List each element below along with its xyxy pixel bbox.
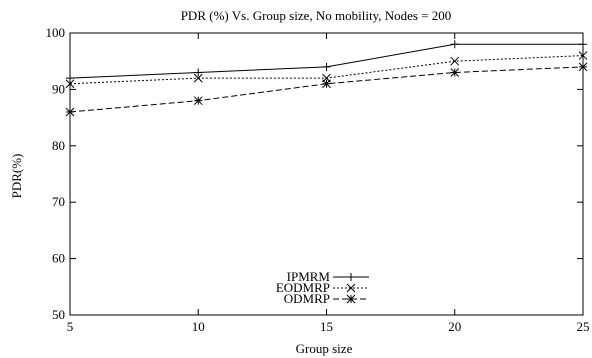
y-tick-label: 60 (52, 251, 65, 266)
legend-label-ipmrm: IPMRM (287, 269, 331, 284)
legend-label-odmrp: ODMRP (284, 291, 330, 306)
data-point-ipmrm (66, 74, 74, 83)
x-tick-label: 10 (192, 319, 205, 334)
data-point-ipmrm (194, 68, 203, 77)
x-tick-label: 5 (67, 319, 74, 334)
x-tick-label: 25 (577, 319, 590, 334)
data-point-eodmrp (65, 79, 75, 89)
data-point-odmrp (450, 68, 460, 77)
legend-marker-ipmrm (347, 273, 355, 281)
data-point-eodmrp (578, 51, 588, 60)
data-point-eodmrp (450, 56, 460, 66)
y-tick-label: 80 (52, 138, 65, 153)
x-tick-label: 15 (320, 319, 333, 334)
legend-label-eodmrp: EODMRP (276, 280, 330, 295)
x-axis-ticks: 5 10 15 20 25 (67, 33, 590, 334)
data-point-odmrp (193, 96, 203, 106)
y-tick-label: 70 (52, 194, 65, 209)
series-line-ipmrm (69, 43, 583, 79)
legend-marker-odmrp (346, 294, 356, 304)
data-point-eodmrp (193, 73, 203, 83)
y-tick-label: 90 (52, 81, 65, 96)
y-tick-label: 100 (46, 25, 66, 40)
data-point-odmrp (322, 79, 331, 89)
data-point-odmrp (578, 62, 588, 72)
y-tick-label: 50 (52, 307, 65, 322)
data-point-odmrp (65, 107, 75, 117)
data-point-ipmrm (450, 40, 459, 49)
data-point-ipmrm (322, 62, 331, 71)
x-tick-label: 20 (448, 319, 461, 334)
legend-marker-eodmrp (346, 283, 356, 293)
series-line-odmrp (69, 66, 584, 113)
chart-title: PDR (%) Vs. Group size, No mobility, Nod… (181, 8, 452, 23)
y-axis-label: PDR(%) (9, 154, 24, 199)
data-point-ipmrm (579, 40, 587, 49)
x-axis-label: Group size (296, 341, 353, 356)
series-layer (65, 40, 588, 117)
y-axis-ticks: 50 60 70 80 90 100 (46, 25, 583, 322)
